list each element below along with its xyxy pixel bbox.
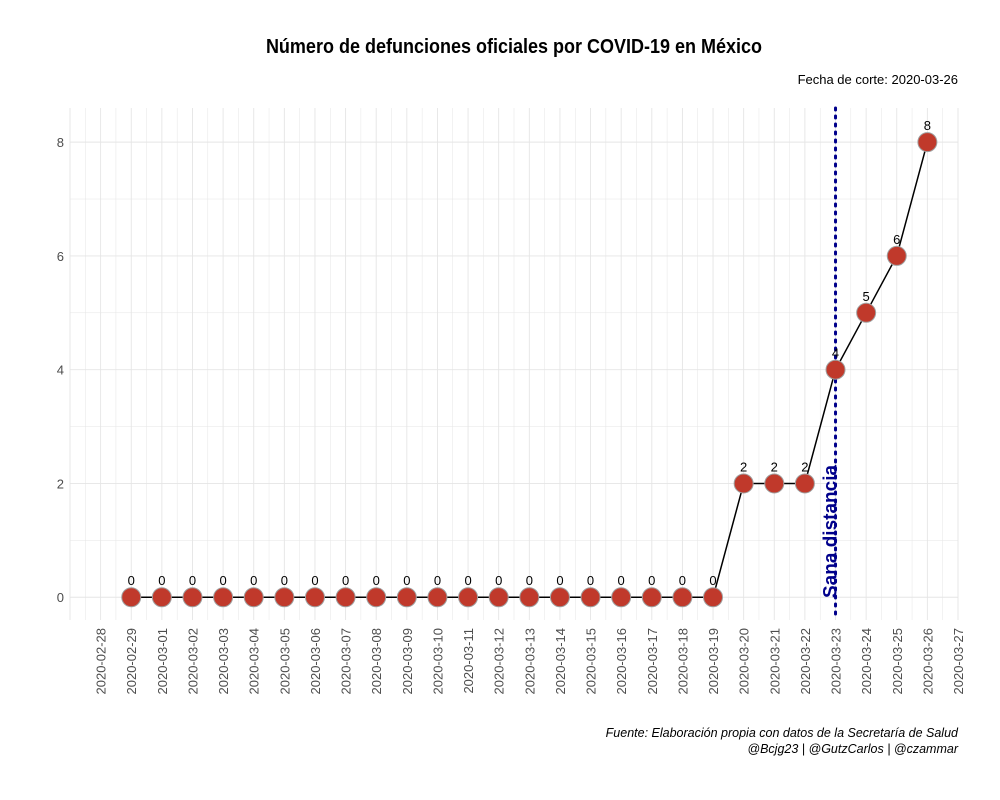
data-point [641, 587, 662, 608]
x-tick-label: 2020-03-23 [829, 628, 844, 695]
y-tick-label: 0 [57, 590, 64, 605]
data-point [549, 587, 570, 608]
data-label: 6 [893, 232, 900, 247]
x-tick-label: 2020-03-05 [277, 628, 292, 695]
x-tick-label: 2020-03-27 [951, 628, 966, 695]
data-label: 0 [281, 573, 288, 588]
x-tick-label: 2020-03-21 [767, 628, 782, 695]
x-tick-label: 2020-03-18 [675, 628, 690, 695]
data-point [856, 302, 877, 323]
data-label: 0 [219, 573, 226, 588]
data-label: 8 [924, 118, 931, 133]
data-label: 0 [250, 573, 257, 588]
x-tick-label: 2020-03-22 [798, 628, 813, 695]
x-tick-label: 2020-03-19 [706, 628, 721, 695]
x-tick-label: 2020-03-14 [553, 628, 568, 695]
x-tick-label: 2020-03-16 [614, 628, 629, 695]
data-label: 0 [709, 573, 716, 588]
data-label: 5 [863, 289, 870, 304]
chart-title: Número de defunciones oficiales por COVI… [265, 36, 763, 58]
x-tick-label: 2020-03-25 [890, 628, 905, 695]
data-point [580, 587, 601, 608]
x-tick-label: 2020-03-06 [308, 628, 323, 695]
data-label: 0 [189, 573, 196, 588]
caption-authors: @Bcjg23 | @GutzCarlos | @czammar [747, 742, 958, 756]
data-point [764, 473, 785, 494]
data-label: 0 [618, 573, 625, 588]
data-label: 0 [311, 573, 318, 588]
data-point [182, 587, 203, 608]
x-tick-label: 2020-03-24 [859, 628, 874, 695]
data-point [825, 359, 846, 380]
data-label: 2 [740, 459, 747, 474]
data-label: 0 [128, 573, 135, 588]
data-point [335, 587, 356, 608]
data-point [366, 587, 387, 608]
data-point [611, 587, 632, 608]
data-point [672, 587, 693, 608]
x-tick-label: 2020-02-29 [124, 628, 139, 695]
data-point [243, 587, 264, 608]
data-point [917, 132, 938, 153]
data-label: 0 [495, 573, 502, 588]
data-label: 0 [648, 573, 655, 588]
data-point [519, 587, 540, 608]
x-tick-label: 2020-03-08 [369, 628, 384, 695]
x-tick-label: 2020-03-02 [185, 628, 200, 695]
data-point [121, 587, 142, 608]
x-tick-label: 2020-03-10 [430, 628, 445, 695]
x-tick-label: 2020-03-07 [339, 628, 354, 695]
data-point [458, 587, 479, 608]
data-point [703, 587, 724, 608]
y-tick-label: 2 [57, 476, 64, 491]
data-label: 2 [801, 459, 808, 474]
y-tick-label: 4 [57, 363, 64, 378]
data-label: 4 [832, 346, 839, 361]
data-point [396, 587, 417, 608]
data-point [488, 587, 509, 608]
x-tick-label: 2020-02-28 [94, 628, 109, 695]
x-tick-label: 2020-03-12 [492, 628, 507, 695]
y-tick-label: 6 [57, 249, 64, 264]
x-tick-label: 2020-03-15 [584, 628, 599, 695]
caption-source: Fuente: Elaboración propia con datos de … [605, 726, 958, 740]
data-label: 0 [587, 573, 594, 588]
data-label: 0 [342, 573, 349, 588]
data-label: 0 [403, 573, 410, 588]
x-tick-label: 2020-03-03 [216, 628, 231, 695]
x-tick-label: 2020-03-17 [645, 628, 660, 695]
data-point [304, 587, 325, 608]
data-label: 0 [556, 573, 563, 588]
x-tick-label: 2020-03-26 [920, 628, 935, 695]
y-tick-label: 8 [57, 135, 64, 150]
data-label: 0 [679, 573, 686, 588]
data-point [886, 245, 907, 266]
data-label: 0 [434, 573, 441, 588]
data-label: 0 [158, 573, 165, 588]
data-point [274, 587, 295, 608]
chart-subtitle: Fecha de corte: 2020-03-26 [797, 72, 958, 87]
x-tick-label: 2020-03-11 [461, 628, 476, 694]
x-tick-label: 2020-03-09 [400, 628, 415, 695]
data-point [794, 473, 815, 494]
data-point [427, 587, 448, 608]
data-point [733, 473, 754, 494]
vline-label: Sana distancia [821, 465, 842, 598]
data-label: 0 [526, 573, 533, 588]
data-label: 0 [373, 573, 380, 588]
x-tick-label: 2020-03-13 [522, 628, 537, 695]
data-point [151, 587, 172, 608]
x-tick-label: 2020-03-04 [247, 628, 262, 695]
data-point [213, 587, 234, 608]
data-label: 2 [771, 459, 778, 474]
x-tick-label: 2020-03-01 [155, 628, 170, 695]
x-tick-label: 2020-03-20 [737, 628, 752, 695]
data-label: 0 [464, 573, 471, 588]
